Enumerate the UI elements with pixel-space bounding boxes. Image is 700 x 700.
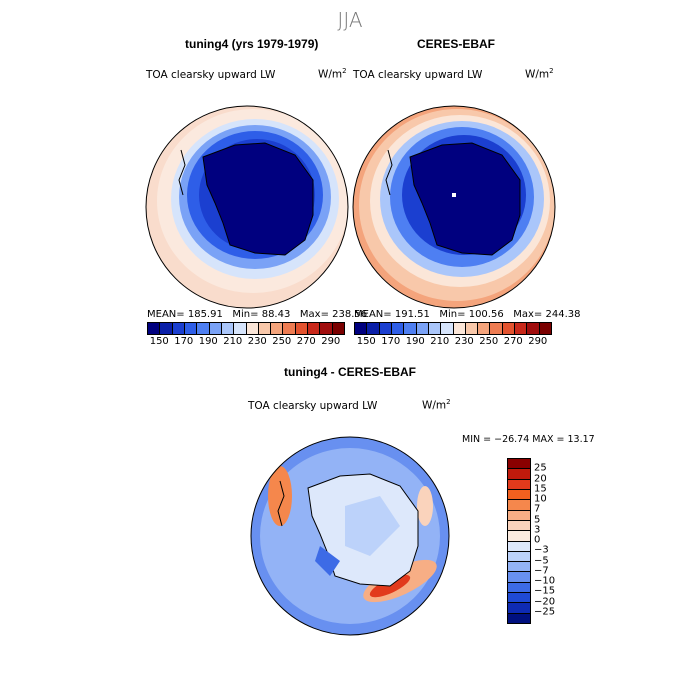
- diff-colorbar-swatch: [508, 531, 530, 542]
- colorbar-tick-label: 250: [272, 336, 292, 347]
- colorbar-swatch: [441, 323, 454, 334]
- season-title: JJA: [337, 8, 363, 32]
- colorbar-tick-label: 290: [528, 336, 548, 347]
- colorbar-swatch: [478, 323, 491, 334]
- diff-colorbar-swatch: [508, 479, 530, 490]
- colorbar-swatch: [271, 323, 284, 334]
- colorbar-swatch: [283, 323, 296, 334]
- colorbar-swatch: [234, 323, 247, 334]
- colorbar-swatch: [209, 323, 222, 334]
- panel1-stats: MEAN= 185.91 Min= 88.43 Max= 238.56: [147, 309, 368, 320]
- colorbar-swatch: [502, 323, 516, 334]
- panel1-map: [145, 105, 349, 309]
- diff-colorbar-label: −20: [534, 596, 556, 607]
- colorbar-swatch: [355, 323, 368, 334]
- diff-title: tuning4 - CERES-EBAF: [284, 365, 416, 379]
- diff-colorbar-swatch: [508, 593, 530, 604]
- colorbar-tick-label: 210: [223, 336, 243, 347]
- colorbar-swatch: [416, 323, 429, 334]
- diff-colorbar-label: −5: [534, 555, 549, 566]
- diff-colorbar-swatch: [508, 562, 530, 573]
- diff-colorbar-swatch: [508, 500, 530, 511]
- colorbar-tick-label: 190: [405, 336, 425, 347]
- colorbar-swatch: [453, 323, 466, 334]
- colorbar-tick-label: 250: [479, 336, 499, 347]
- diff-colorbar-label: 3: [534, 524, 541, 536]
- colorbar-swatch: [320, 323, 333, 334]
- diff-colorbar-swatch: [508, 613, 530, 623]
- diff-colorbar-swatch: [508, 459, 530, 470]
- panel1-variable: TOA clearsky upward LW: [146, 69, 276, 81]
- colorbar-swatch: [391, 323, 405, 334]
- colorbar-swatch: [367, 323, 380, 334]
- colorbar-swatch: [197, 323, 210, 334]
- panel2-map: [352, 105, 556, 309]
- colorbar-swatch: [221, 323, 235, 334]
- panel2-variable: TOA clearsky upward LW: [353, 69, 483, 81]
- diff-colorbar-swatch: [508, 572, 530, 583]
- diff-colorbar-swatch: [508, 510, 530, 521]
- panel1-title: tuning4 (yrs 1979-1979): [185, 37, 319, 51]
- colorbar-swatch: [258, 323, 272, 334]
- colorbar-swatch: [515, 323, 528, 334]
- diff-variable: TOA clearsky upward LW: [248, 400, 378, 412]
- diff-colorbar-label: −25: [534, 606, 556, 618]
- diff-colorbar-swatch: [508, 469, 530, 480]
- diff-colorbar-swatch: [508, 541, 530, 552]
- diff-colorbar-label: 15: [534, 483, 547, 495]
- colorbar-swatch: [308, 323, 321, 334]
- panel1-colorbar: [147, 322, 345, 335]
- colorbar-swatch: [527, 323, 540, 334]
- colorbar-swatch: [379, 323, 392, 334]
- colorbar-tick-label: 150: [356, 336, 376, 347]
- colorbar-swatch: [184, 323, 198, 334]
- panel2-colorbar: [354, 322, 552, 335]
- panel2-title: CERES-EBAF: [417, 37, 496, 51]
- diff-minmax: MIN = −26.74 MAX = 13.17: [462, 434, 595, 445]
- colorbar-tick-label: 290: [321, 336, 341, 347]
- colorbar-swatch: [465, 323, 479, 334]
- colorbar-tick-label: 230: [247, 336, 267, 347]
- diff-colorbar-label: 25: [534, 462, 547, 474]
- colorbar-tick-label: 270: [296, 336, 316, 347]
- diff-colorbar-label: 7: [534, 503, 541, 515]
- colorbar-swatch: [490, 323, 503, 334]
- diff-colorbar-swatch: [508, 520, 530, 532]
- panel1-units: W/m2: [318, 67, 347, 81]
- colorbar-tick-label: 230: [454, 336, 474, 347]
- colorbar-tick-label: 210: [430, 336, 450, 347]
- colorbar-swatch: [404, 323, 417, 334]
- panel2-stats: MEAN= 191.51 Min= 100.56 Max= 244.38: [354, 309, 581, 320]
- diff-map: [250, 436, 450, 636]
- colorbar-tick-label: 190: [198, 336, 218, 347]
- diff-colorbar-swatch: [508, 489, 530, 501]
- colorbar-swatch: [148, 323, 161, 334]
- diff-colorbar-label: 20: [534, 473, 547, 484]
- panel2-units: W/m2: [525, 67, 554, 81]
- colorbar-swatch: [295, 323, 309, 334]
- colorbar-swatch: [246, 323, 259, 334]
- colorbar-swatch: [332, 323, 344, 334]
- colorbar-swatch: [160, 323, 173, 334]
- diff-colorbar-swatch: [508, 551, 530, 563]
- colorbar-swatch: [172, 323, 185, 334]
- diff-colorbar-label: −15: [534, 585, 556, 597]
- diff-colorbar-label: 10: [534, 493, 547, 505]
- diff-colorbar-label: −7: [534, 565, 549, 577]
- colorbar-tick-label: 150: [149, 336, 169, 347]
- diff-colorbar-label: 0: [534, 534, 541, 546]
- diff-colorbar-label: 5: [534, 514, 541, 525]
- colorbar-swatch: [428, 323, 442, 334]
- diff-colorbar-label: −3: [534, 544, 549, 556]
- colorbar-tick-label: 170: [174, 336, 194, 347]
- diff-colorbar-swatch: [508, 603, 530, 614]
- colorbar-swatch: [539, 323, 551, 334]
- colorbar-tick-label: 170: [381, 336, 401, 347]
- colorbar-tick-label: 270: [503, 336, 523, 347]
- diff-units: W/m2: [422, 398, 451, 412]
- diff-colorbar: [507, 458, 531, 624]
- diff-colorbar-swatch: [508, 582, 530, 594]
- diff-colorbar-label: −10: [534, 575, 556, 587]
